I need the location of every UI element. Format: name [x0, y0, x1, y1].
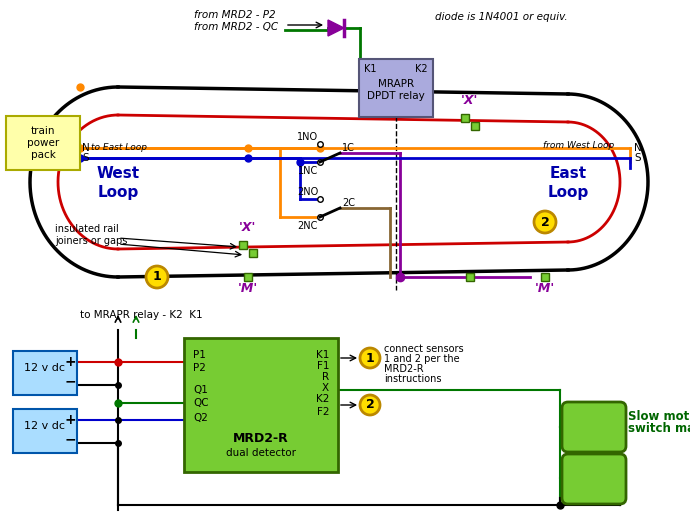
Text: 1NO: 1NO: [297, 132, 318, 142]
Bar: [461, 114, 469, 122]
Text: 2: 2: [366, 399, 375, 411]
Text: MRAPR
DPDT relay: MRAPR DPDT relay: [367, 79, 425, 101]
Text: 'X': 'X': [239, 221, 257, 234]
Bar: [471, 122, 479, 130]
Text: Loop: Loop: [547, 184, 589, 199]
Text: R: R: [322, 372, 329, 382]
Text: F1: F1: [317, 361, 329, 371]
Text: to East Loop: to East Loop: [91, 143, 147, 152]
Text: 12 v dc: 12 v dc: [25, 363, 66, 373]
Text: 2C: 2C: [342, 198, 355, 208]
FancyBboxPatch shape: [13, 351, 77, 395]
Bar: [466, 273, 474, 281]
Text: S: S: [82, 153, 88, 163]
Text: West: West: [97, 166, 139, 181]
Text: to MRAPR relay - K2  K1: to MRAPR relay - K2 K1: [80, 310, 203, 320]
Text: insulated rail
joiners or gaps: insulated rail joiners or gaps: [55, 224, 128, 246]
Text: instructions: instructions: [384, 374, 442, 384]
Text: 2NC: 2NC: [297, 221, 318, 231]
Text: Q1: Q1: [193, 385, 208, 395]
Bar: [239, 241, 247, 249]
Text: S: S: [634, 153, 640, 163]
Text: MRD2-R: MRD2-R: [384, 364, 424, 374]
Text: 'X': 'X': [462, 94, 479, 107]
Text: −: −: [64, 374, 76, 388]
Text: from MRD2 - QC: from MRD2 - QC: [194, 22, 278, 32]
Circle shape: [534, 211, 556, 233]
Text: N: N: [82, 143, 90, 153]
Text: Slow motion: Slow motion: [628, 410, 690, 423]
Circle shape: [360, 395, 380, 415]
Text: +: +: [64, 413, 76, 427]
Polygon shape: [328, 20, 344, 36]
FancyBboxPatch shape: [562, 402, 626, 452]
Text: +: +: [64, 355, 76, 369]
Text: from West Loop: from West Loop: [543, 142, 614, 151]
Text: F2: F2: [317, 407, 329, 417]
Text: QC: QC: [193, 398, 208, 408]
FancyBboxPatch shape: [184, 338, 338, 472]
Text: dual detector: dual detector: [226, 448, 296, 458]
Text: 2NO: 2NO: [297, 187, 318, 197]
Text: 1: 1: [152, 270, 161, 284]
Text: K2: K2: [415, 64, 428, 74]
Bar: [244, 273, 252, 281]
Text: 1NC: 1NC: [298, 166, 318, 176]
Bar: [249, 249, 257, 257]
Text: X: X: [322, 383, 329, 393]
Text: N: N: [634, 143, 642, 153]
Text: Loop: Loop: [97, 184, 139, 199]
Circle shape: [146, 266, 168, 288]
Text: switch machines: switch machines: [628, 422, 690, 435]
Text: connect sensors: connect sensors: [384, 344, 464, 354]
Text: train
power
pack: train power pack: [27, 126, 59, 160]
Text: 12 v dc: 12 v dc: [25, 421, 66, 431]
Text: −: −: [64, 432, 76, 446]
FancyBboxPatch shape: [359, 59, 433, 117]
Text: 2: 2: [541, 216, 549, 228]
Text: East: East: [549, 166, 586, 181]
FancyBboxPatch shape: [562, 454, 626, 504]
Text: 1C: 1C: [342, 143, 355, 153]
Text: Q2: Q2: [193, 413, 208, 423]
Text: 'M': 'M': [535, 282, 555, 295]
Bar: [541, 273, 549, 281]
Text: from MRD2 - P2: from MRD2 - P2: [194, 10, 275, 20]
FancyBboxPatch shape: [13, 409, 77, 453]
Text: P2: P2: [193, 363, 206, 373]
Text: K1: K1: [315, 350, 329, 360]
Text: MRD2-R: MRD2-R: [233, 432, 289, 445]
Text: K1: K1: [364, 64, 377, 74]
Circle shape: [360, 348, 380, 368]
Text: P1: P1: [193, 350, 206, 360]
Text: 1: 1: [366, 351, 375, 365]
Text: 'M': 'M': [238, 282, 258, 295]
Text: diode is 1N4001 or equiv.: diode is 1N4001 or equiv.: [435, 12, 568, 22]
FancyBboxPatch shape: [6, 116, 80, 170]
Text: 1 and 2 per the: 1 and 2 per the: [384, 354, 460, 364]
Text: K2: K2: [315, 394, 329, 404]
